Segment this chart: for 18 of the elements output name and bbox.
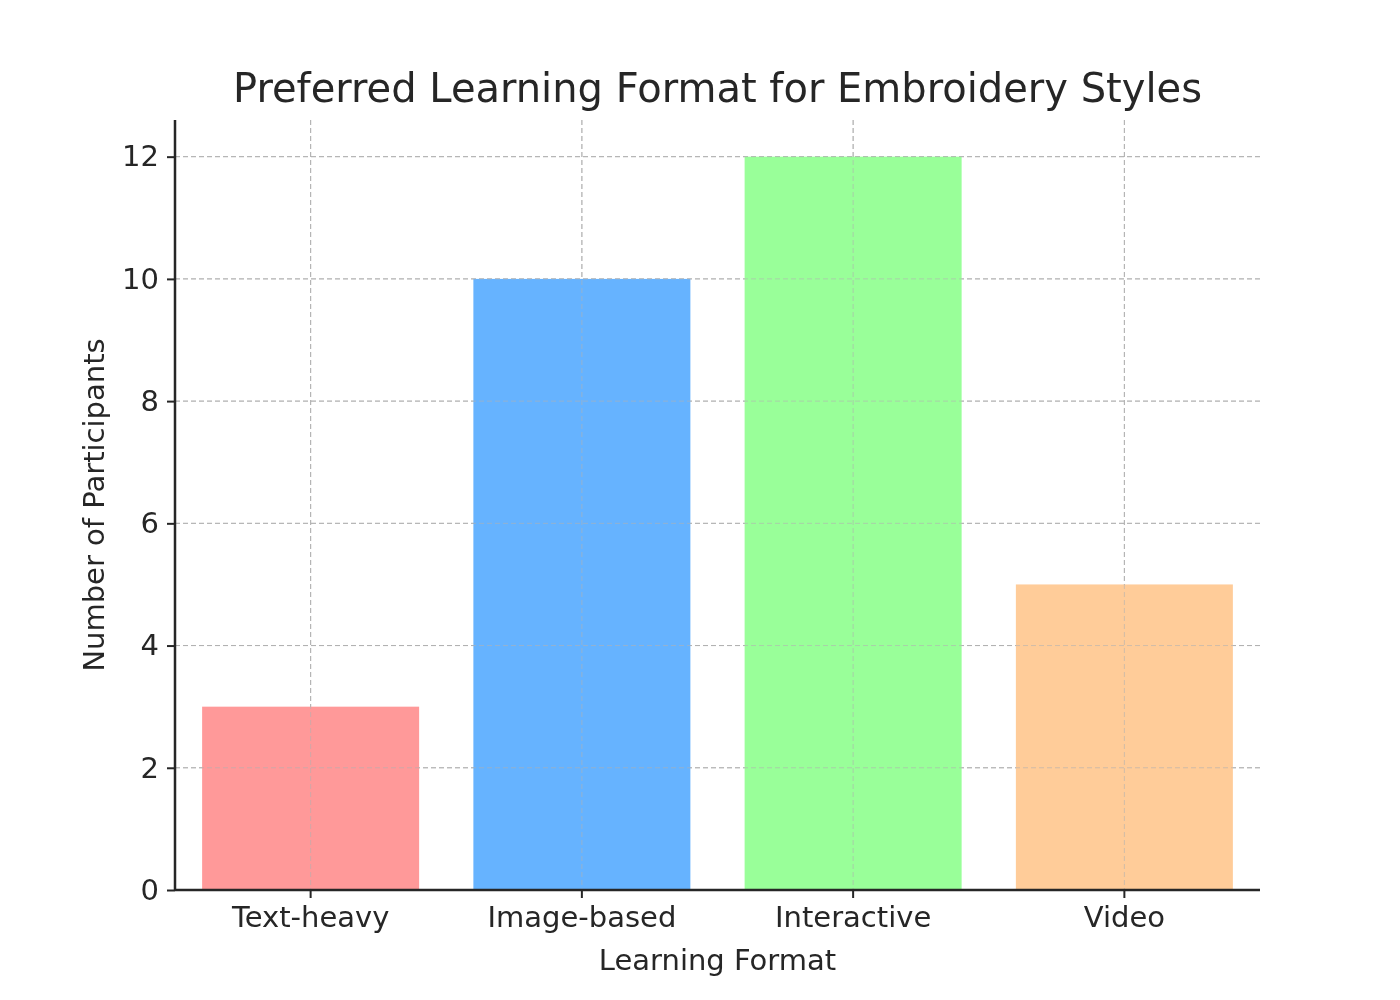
- y-tick-label: 0: [140, 872, 159, 907]
- chart-title: Preferred Learning Format for Embroidery Styles: [233, 65, 1202, 111]
- bar: [473, 278, 691, 890]
- x-tick-label: Image-based: [487, 899, 677, 934]
- y-tick-label: 8: [140, 383, 159, 418]
- bar: [744, 156, 962, 890]
- y-tick-label: 12: [122, 139, 159, 174]
- bar: [202, 706, 420, 890]
- y-tick-label: 10: [122, 261, 159, 296]
- x-axis-title: Learning Format: [598, 943, 837, 977]
- x-tick-label: Text-heavy: [230, 899, 390, 934]
- y-tick-label: 6: [140, 506, 159, 541]
- y-tick-label: 4: [140, 628, 159, 663]
- x-tick-label: Interactive: [775, 899, 932, 934]
- y-tick-label: 2: [140, 750, 159, 785]
- y-axis-title: Number of Participants: [77, 338, 111, 672]
- x-tick-label: Video: [1083, 899, 1166, 934]
- bar: [1015, 584, 1233, 890]
